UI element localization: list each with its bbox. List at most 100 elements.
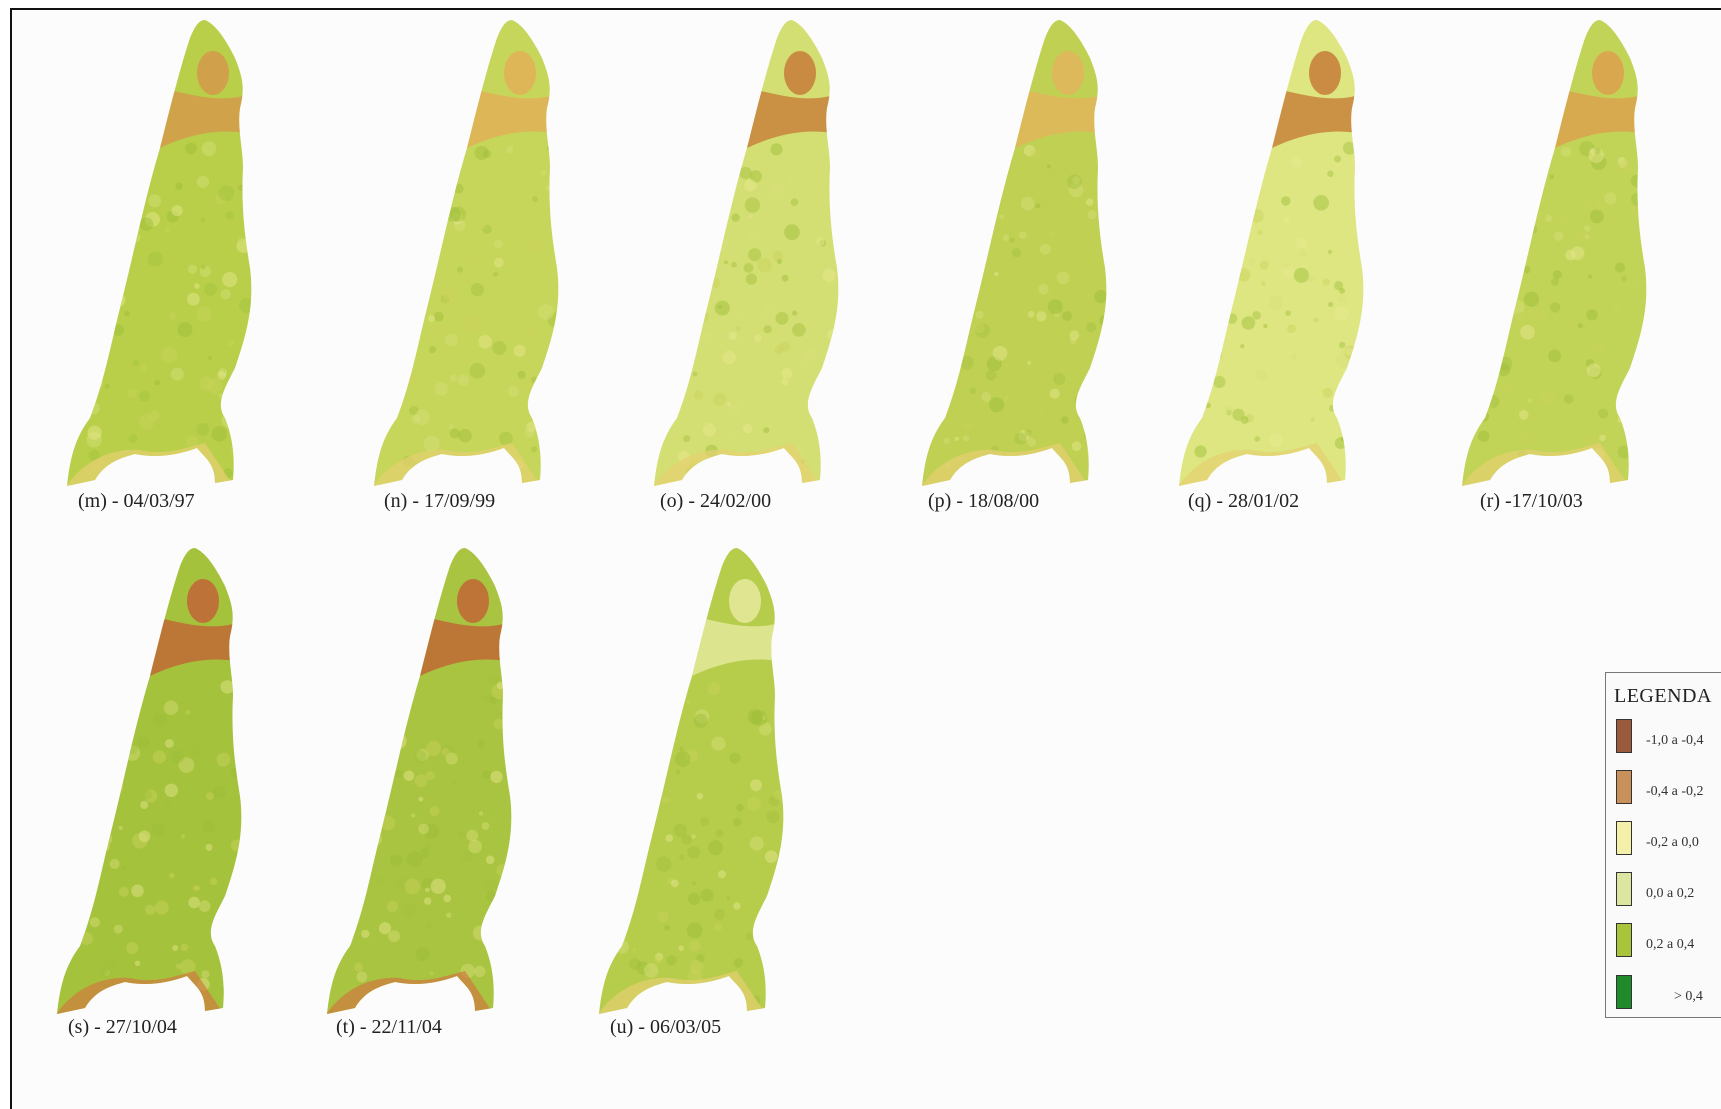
texture-speck — [660, 723, 669, 732]
texture-speck — [387, 900, 399, 912]
peninsula-shape — [327, 548, 512, 1014]
texture-speck — [1619, 159, 1633, 173]
texture-speck — [1284, 263, 1291, 270]
peninsula-shape — [599, 548, 784, 1014]
texture-speck — [1009, 237, 1015, 243]
texture-speck — [726, 402, 732, 407]
texture-speck — [1209, 290, 1222, 304]
texture-speck — [224, 980, 232, 988]
texture-speck — [945, 200, 959, 215]
texture-speck — [485, 855, 495, 865]
legend-swatch — [1616, 719, 1632, 753]
texture-speck — [981, 392, 992, 402]
texture-speck — [396, 354, 401, 359]
texture-speck — [1094, 290, 1107, 304]
texture-speck — [171, 750, 185, 764]
texture-speck — [1240, 344, 1245, 349]
texture-speck — [367, 781, 378, 793]
texture-speck — [220, 680, 234, 694]
north-patch — [1272, 88, 1357, 148]
texture-speck — [949, 311, 958, 320]
texture-speck — [230, 441, 246, 456]
texture-speck — [218, 185, 235, 201]
texture-speck — [429, 806, 440, 816]
texture-speck — [1550, 302, 1561, 313]
texture-speck — [1589, 209, 1604, 224]
texture-speck — [781, 367, 793, 379]
texture-speck — [816, 237, 825, 246]
texture-speck — [1542, 460, 1554, 472]
texture-speck — [524, 427, 535, 438]
texture-speck — [77, 802, 90, 816]
texture-speck — [666, 143, 681, 159]
texture-speck — [216, 752, 231, 767]
panel-caption: (q) - 28/01/02 — [1188, 490, 1300, 512]
texture-speck — [1521, 433, 1533, 445]
texture-speck — [87, 425, 102, 440]
texture-speck — [461, 851, 474, 863]
texture-speck — [100, 833, 113, 845]
texture-speck — [424, 842, 432, 850]
texture-speck — [1020, 196, 1035, 211]
texture-speck — [106, 813, 111, 819]
texture-speck — [986, 356, 1002, 372]
texture-speck — [1342, 367, 1354, 379]
texture-speck — [94, 369, 104, 379]
texture-speck — [541, 170, 547, 176]
texture-speck — [1510, 300, 1525, 315]
peninsula-shape — [922, 20, 1107, 486]
texture-speck — [525, 324, 540, 339]
texture-speck — [386, 356, 399, 369]
texture-speck — [140, 801, 149, 809]
texture-speck — [691, 881, 697, 886]
texture-speck — [1285, 310, 1291, 317]
texture-speck — [452, 780, 457, 785]
texture-speck — [648, 681, 664, 696]
texture-speck — [118, 825, 123, 831]
texture-speck — [655, 856, 672, 872]
texture-speck — [768, 795, 780, 807]
texture-speck — [1072, 176, 1081, 185]
texture-speck — [1218, 154, 1226, 162]
texture-speck — [1039, 410, 1045, 416]
texture-speck — [946, 282, 962, 298]
texture-speck — [1005, 395, 1011, 401]
texture-speck — [696, 792, 704, 800]
texture-speck — [1038, 284, 1049, 295]
texture-speck — [745, 273, 758, 285]
texture-speck — [118, 886, 129, 897]
legend-swatch — [1616, 975, 1632, 1009]
texture-speck — [179, 959, 196, 975]
north-patch — [784, 51, 816, 95]
texture-speck — [360, 838, 366, 843]
texture-speck — [749, 836, 764, 851]
texture-speck — [472, 925, 489, 941]
texture-speck — [678, 945, 684, 952]
texture-speck — [1335, 353, 1350, 368]
texture-speck — [772, 250, 784, 262]
texture-speck — [662, 796, 670, 804]
texture-speck — [187, 292, 200, 306]
texture-speck — [132, 189, 142, 198]
legend-swatch — [1616, 923, 1632, 957]
texture-speck — [454, 219, 466, 232]
texture-speck — [704, 983, 714, 992]
texture-speck — [1069, 330, 1080, 341]
texture-speck — [201, 819, 215, 833]
texture-speck — [123, 739, 130, 746]
legend-item: > 0,4 — [1616, 975, 1721, 1011]
texture-speck — [429, 346, 437, 354]
texture-speck — [624, 849, 634, 858]
texture-speck — [957, 203, 964, 211]
texture-speck — [82, 293, 98, 309]
texture-speck — [223, 951, 230, 958]
texture-speck — [415, 335, 422, 341]
texture-speck — [82, 757, 91, 767]
texture-speck — [132, 359, 139, 366]
texture-speck — [474, 145, 489, 160]
texture-speck — [1002, 148, 1008, 154]
texture-speck — [770, 143, 783, 156]
texture-speck — [198, 900, 211, 912]
texture-speck — [113, 924, 123, 934]
texture-speck — [483, 693, 491, 702]
